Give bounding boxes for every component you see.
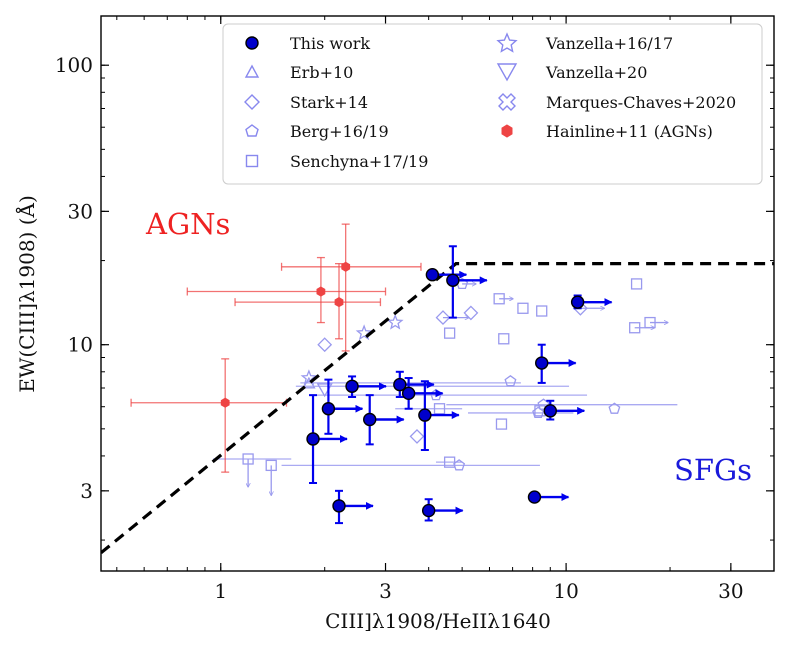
this-work-point <box>401 386 416 401</box>
axis-ticks: 1 3 10 30 3 10 30 100 <box>55 16 775 603</box>
this-work-point <box>543 404 557 418</box>
x-axis-label: CIII]λ1908/HeIIλ1640 <box>325 609 551 633</box>
agn-sfg-dividing-line <box>101 262 774 555</box>
this-work-point <box>418 408 432 422</box>
agn-point <box>334 297 344 308</box>
hexagon-icon <box>501 124 513 138</box>
this-work-point <box>570 295 585 309</box>
this-work-point <box>421 503 436 518</box>
legend-box <box>222 23 763 185</box>
literature-point <box>517 302 529 314</box>
agn-point <box>316 286 326 297</box>
legend: This work Erb+10 Stark+14 Berg+16/19 Sen… <box>222 23 763 185</box>
this-work-point <box>425 268 440 282</box>
x-tick-label: 1 <box>214 579 227 603</box>
annotation-agns: AGNs <box>145 207 230 241</box>
literature-point <box>435 310 451 326</box>
literature-point <box>532 406 545 419</box>
legend-label-hainline: Hainline+11 (AGNs) <box>546 122 713 141</box>
literature-point <box>300 369 318 386</box>
literature-point <box>443 327 456 339</box>
literature-point <box>265 459 277 472</box>
this-work-point <box>332 499 346 513</box>
x-tick-label: 3 <box>379 579 392 603</box>
literature-point <box>409 428 425 444</box>
literature-point <box>355 324 373 341</box>
annotation-sfgs: SFGs <box>674 453 752 487</box>
this-work-point <box>306 432 320 446</box>
literature-point <box>644 316 656 329</box>
literature-point <box>493 293 505 305</box>
this-work-point <box>321 402 336 416</box>
literature-point <box>608 402 621 414</box>
literature-point <box>386 313 404 330</box>
y-tick-label: 10 <box>68 333 93 357</box>
literature-point <box>242 453 254 465</box>
this-work-point <box>345 379 359 393</box>
pentagon-icon <box>245 124 259 137</box>
star-icon <box>496 32 518 53</box>
this-work-point <box>393 377 407 392</box>
plot-area <box>101 223 774 555</box>
legend-label-senchyna: Senchyna+17/19 <box>290 152 428 171</box>
literature-point <box>537 398 550 410</box>
this-work-point <box>446 273 460 287</box>
literature-point <box>629 322 641 334</box>
agn-point <box>341 261 351 272</box>
legend-label-vanzella1617: Vanzella+16/17 <box>545 34 673 53</box>
literature-point <box>498 333 510 345</box>
legend-marker-this-work <box>245 36 259 50</box>
literature-point <box>504 374 517 387</box>
literature-point <box>443 456 456 468</box>
literature-point <box>630 278 643 290</box>
x-tick-label: 30 <box>718 579 743 603</box>
x-tick-label: 10 <box>553 579 578 603</box>
y-axis-label: EW(CIII]λ1908) (Å) <box>14 195 39 393</box>
diamond-icon <box>244 94 260 110</box>
literature-point <box>433 403 446 415</box>
triangle-down-icon <box>496 63 518 82</box>
literature-point <box>317 337 333 353</box>
triangle-up-icon <box>244 64 260 78</box>
agn-point <box>220 397 230 408</box>
this-work-point <box>363 412 377 427</box>
legend-label-this-work: This work <box>290 34 370 53</box>
square-icon <box>245 154 259 168</box>
legend-label-vanzella20: Vanzella+20 <box>545 63 647 82</box>
y-tick-label: 100 <box>55 53 93 77</box>
this-work-point <box>527 490 542 504</box>
literature-point <box>495 418 508 430</box>
plot-frame <box>100 15 775 572</box>
legend-label-marques: Marques-Chaves+2020 <box>546 93 736 112</box>
legend-label-erb: Erb+10 <box>290 63 353 82</box>
literature-point <box>536 305 548 317</box>
x-open-icon <box>498 93 516 111</box>
legend-label-berg: Berg+16/19 <box>290 122 389 141</box>
this-work-point <box>535 356 549 370</box>
legend-label-stark: Stark+14 <box>290 93 368 112</box>
literature-point <box>463 305 479 321</box>
y-tick-label: 3 <box>80 479 93 503</box>
y-tick-label: 30 <box>68 199 93 223</box>
